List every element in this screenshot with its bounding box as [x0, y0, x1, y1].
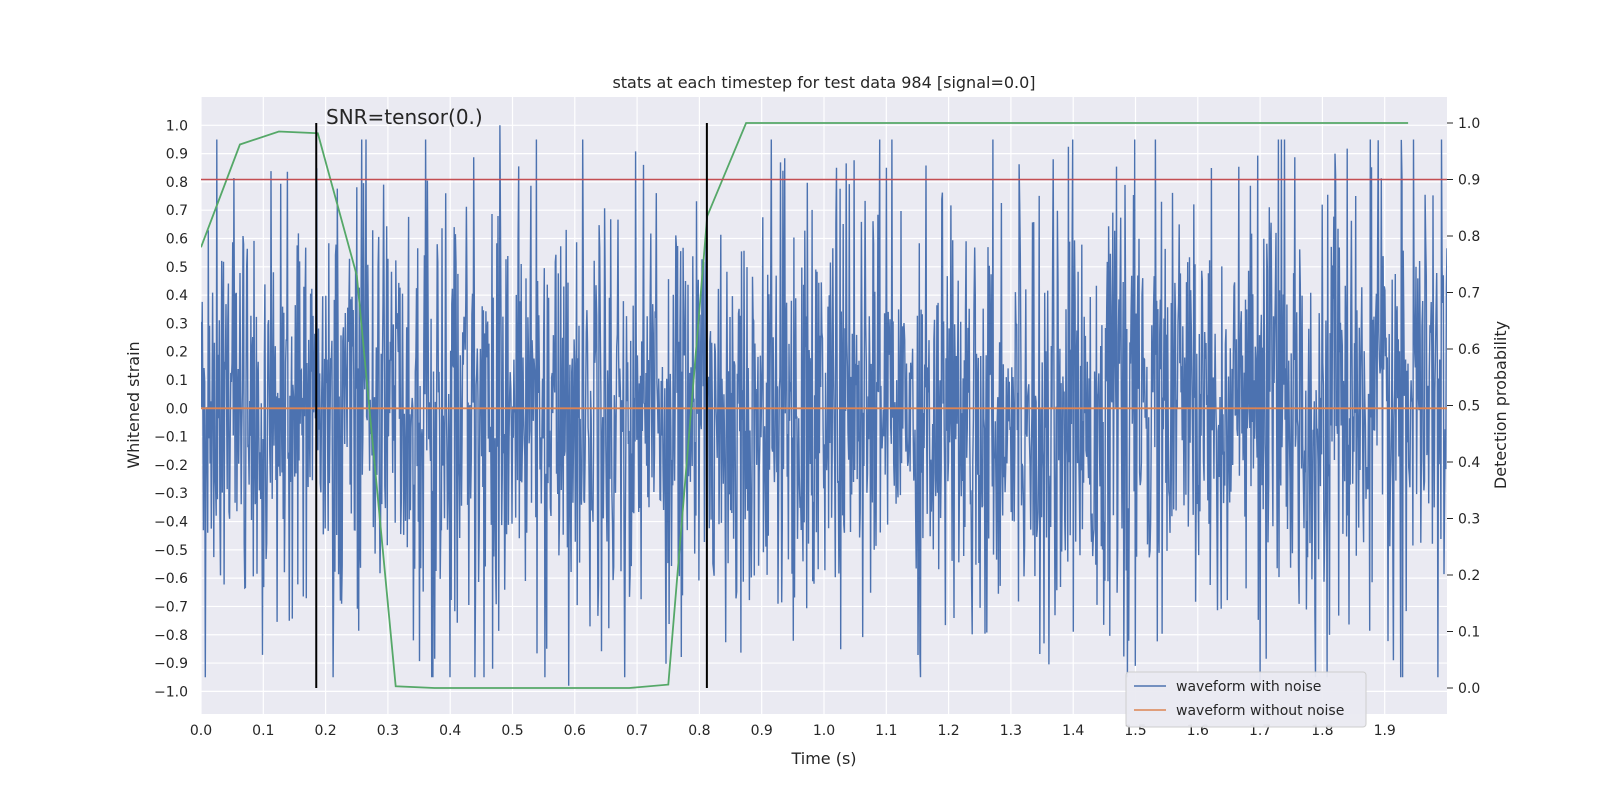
chart-title: stats at each timestep for test data 984…: [612, 73, 1035, 92]
y-tick-label-left: 0.2: [166, 345, 188, 361]
x-tick-label: 0.2: [314, 723, 336, 739]
x-tick-label: 1.3: [1000, 723, 1022, 739]
x-tick-label: 0.7: [626, 723, 648, 739]
y-tick-label-right: 0.0: [1458, 681, 1480, 697]
series-waveform-with-noise: [201, 125, 1447, 686]
snr-annotation: SNR=tensor(0.): [326, 105, 483, 129]
y-tick-label-right: 0.7: [1458, 285, 1480, 301]
y-tick-label-left: −1.0: [154, 684, 188, 700]
y-tick-label-left: −0.8: [154, 628, 188, 644]
y-tick-label-left: 0.6: [166, 232, 188, 248]
x-tick-label: 0.4: [439, 723, 461, 739]
x-tick-label: 0.6: [564, 723, 586, 739]
x-tick-label: 0.8: [688, 723, 710, 739]
x-tick-label: 0.1: [252, 723, 274, 739]
y-axis-label-right: Detection probability: [1491, 321, 1510, 489]
y-tick-label-left: −0.9: [154, 656, 188, 672]
y-tick-label-left: 0.8: [166, 175, 188, 191]
y-tick-label-left: 0.0: [166, 401, 188, 417]
y-tick-label-left: −0.7: [154, 599, 188, 615]
y-tick-label-left: −0.6: [154, 571, 188, 587]
y-tick-label-left: 0.7: [166, 203, 188, 219]
y-tick-label-left: −0.4: [154, 515, 188, 531]
legend: waveform with noise waveform without noi…: [1125, 671, 1367, 728]
y-tick-label-right: 0.4: [1458, 455, 1480, 471]
x-tick-label: 0.3: [377, 723, 399, 739]
x-tick-label: 0.5: [501, 723, 523, 739]
legend-label-clean: waveform without noise: [1176, 703, 1344, 719]
x-axis-label: Time (s): [790, 749, 856, 768]
y-ticks-left: 1.0 0.9 0.8 0.7 0.6 0.5 0.4 0.3 0.2 0.1 0.0 −0.1 −0.…: [154, 118, 188, 700]
legend-box: [1125, 671, 1367, 728]
y-tick-label-right: 0.3: [1458, 512, 1480, 528]
y-tick-label-left: 0.1: [166, 373, 188, 389]
y-tick-label-left: 0.3: [166, 316, 188, 332]
y-tick-label-left: 0.9: [166, 147, 188, 163]
x-tick-label: 1.4: [1062, 723, 1084, 739]
y-tick-label-right: 0.8: [1458, 229, 1480, 245]
y-tick-label-right: 0.1: [1458, 625, 1480, 641]
y-tick-label-right: 0.6: [1458, 342, 1480, 358]
y-tick-label-left: −0.2: [154, 458, 188, 474]
x-tick-label: 1.9: [1374, 723, 1396, 739]
y-axis-label-left: Whitened strain: [124, 341, 143, 468]
y-tick-label-left: 1.0: [166, 118, 188, 134]
legend-label-noise: waveform with noise: [1176, 679, 1321, 695]
y-tick-label-right: 1.0: [1458, 116, 1480, 132]
y-tick-label-left: 0.5: [166, 260, 188, 276]
y-tick-label-left: −0.3: [154, 486, 188, 502]
markers-layer: [315, 122, 708, 689]
x-tick-label: 0.9: [751, 723, 773, 739]
x-ticks: 0.0 0.1 0.2 0.3 0.4 0.5 0.6 0.7 0.8 0.9 1.0 1.1 1.2 1…: [190, 723, 1396, 739]
x-tick-label: 1.2: [937, 723, 959, 739]
series-layer: [201, 122, 1447, 689]
y-tick-label-right: 0.9: [1458, 172, 1480, 188]
y-tick-label-right: 0.2: [1458, 568, 1480, 584]
y-ticks-right: 1.0 0.9 0.8 0.7 0.6 0.5 0.4 0.3 0.2 0.1 0.0: [1447, 116, 1480, 697]
x-tick-label: 0.0: [190, 723, 212, 739]
x-tick-label: 1.1: [875, 723, 897, 739]
x-tick-label: 1.0: [813, 723, 835, 739]
y-tick-label-left: −0.5: [154, 543, 188, 559]
y-tick-label-left: −0.1: [154, 430, 188, 446]
y-tick-label-right: 0.5: [1458, 399, 1480, 415]
series-detection-probability: [201, 122, 1409, 689]
y-tick-label-left: 0.4: [166, 288, 188, 304]
